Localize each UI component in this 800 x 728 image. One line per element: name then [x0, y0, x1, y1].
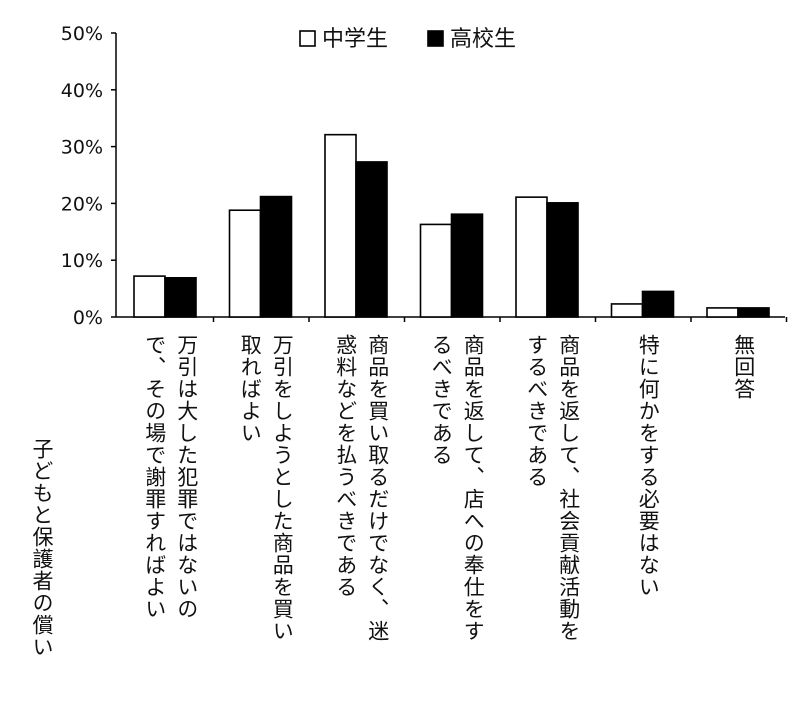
- category-label: 万引をしようとした商品を買い 取ればよい: [238, 334, 295, 642]
- category-label: 無回答: [731, 334, 756, 400]
- category-label: 特に何かをする必要はない: [636, 334, 661, 598]
- y-tick-label: 40%: [61, 80, 103, 102]
- legend-label: 高校生: [450, 27, 516, 52]
- bar-series-1: [133, 275, 166, 318]
- bar-series-1: [515, 196, 548, 318]
- bar-series-2: [546, 202, 579, 318]
- category-label: 商品を買い取るだけでなく、迷 惑料などを払うべきである: [333, 334, 390, 642]
- legend-swatch: [427, 30, 444, 47]
- bar-chart: 0% 10% 20% 30% 40% 50% 中学生 高校生: [61, 23, 788, 329]
- y-axis-title: 子どもと保護者の償い: [30, 438, 54, 658]
- bar-series-1: [706, 307, 739, 318]
- y-tick-label: 50%: [61, 23, 103, 45]
- bar-series-1: [610, 303, 644, 318]
- y-tick-label: 0%: [73, 307, 103, 329]
- bar-series-1: [228, 209, 262, 318]
- bar-series-2: [259, 195, 293, 318]
- bar-series-2: [641, 290, 675, 318]
- y-tick-label: 10%: [61, 250, 103, 272]
- bar-series-2: [164, 277, 197, 318]
- y-tick-label: 30%: [61, 137, 103, 159]
- bar-series-2: [737, 307, 770, 318]
- category-label: 万引は大した犯罪ではないの で、その場で謝罪すればよい: [142, 334, 199, 620]
- category-label: 商品を返して、店への奉仕をす るべきである: [429, 334, 486, 642]
- bar-series-2: [355, 161, 388, 318]
- bar-series-1: [419, 223, 453, 318]
- legend-swatch: [299, 30, 316, 47]
- y-tick-label: 20%: [61, 193, 103, 215]
- category-label: 商品を返して、社会貢献活動を するべきである: [524, 334, 581, 642]
- legend-label: 中学生: [322, 27, 388, 52]
- bar-series-1: [324, 133, 357, 318]
- bar-series-2: [450, 213, 484, 318]
